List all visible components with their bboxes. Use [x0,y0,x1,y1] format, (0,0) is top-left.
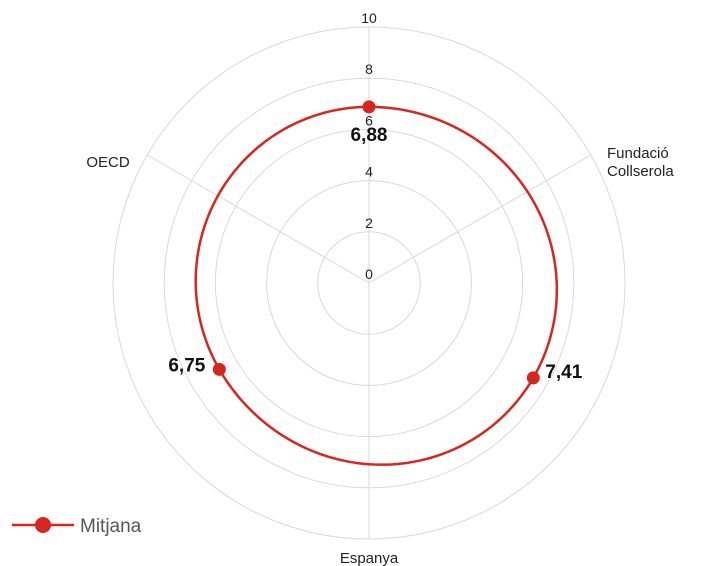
tick-label-0: 0 [365,266,373,282]
series-group [194,100,559,466]
tick-label-3: 6 [365,112,373,128]
category-label-2: OECD [86,154,130,171]
radar-grid [112,26,626,540]
series-line-0 [194,105,559,466]
grid-spoke-1 [147,154,370,284]
tick-label-5: 10 [361,10,377,26]
category-labels: Fundació Collserola Espanya OECD [86,145,674,566]
category-label-1: Espanya [340,550,399,566]
legend[interactable]: Mitjana [12,516,142,537]
data-label-1: 6,88 [351,125,388,146]
data-point-0[interactable] [526,371,540,385]
data-point-2[interactable] [212,362,226,376]
data-labels: 7,41 6,88 6,75 [168,125,582,383]
data-label-0: 7,41 [545,362,582,383]
grid-spoke-3 [368,154,591,284]
category-label-0: Fundació Collserola [607,145,674,180]
data-point-1[interactable] [362,100,376,114]
legend-marker-0 [35,517,51,533]
legend-label-0[interactable]: Mitjana [80,516,142,537]
tick-label-2: 4 [365,164,373,180]
tick-label-1: 2 [365,215,373,231]
radial-tick-labels: 0 2 4 6 8 10 [361,10,377,282]
data-label-2: 6,75 [168,355,205,376]
tick-label-4: 8 [365,61,373,77]
